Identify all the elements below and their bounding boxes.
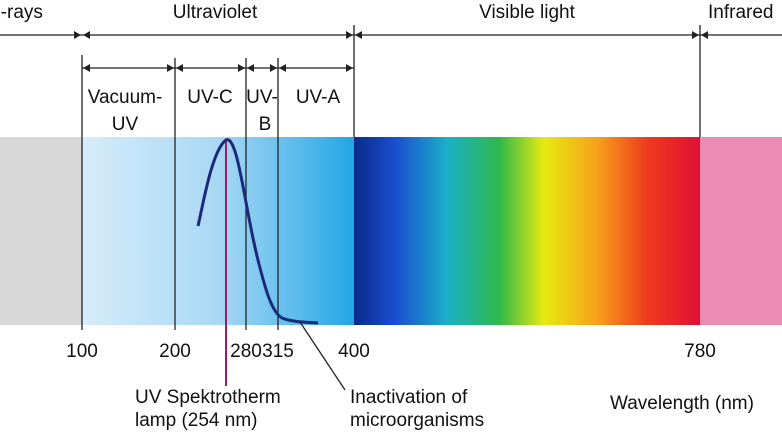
arrowhead: [247, 64, 254, 72]
uv-band-label: UV-C: [187, 87, 232, 108]
inactivation-label: microorganisms: [350, 410, 484, 431]
region-label: X-rays: [0, 2, 43, 23]
arrowhead: [279, 64, 286, 72]
lamp-label: UV Spektrotherm: [135, 387, 281, 408]
arrowhead: [701, 31, 708, 39]
tick-label: 315: [262, 341, 294, 362]
arrowhead: [346, 64, 353, 72]
arrowhead: [83, 64, 90, 72]
uv-band: [82, 137, 354, 325]
arrowhead: [270, 64, 277, 72]
arrowhead: [238, 64, 245, 72]
arrowhead: [692, 31, 699, 39]
tick-label: 400: [338, 341, 370, 362]
visible-band: [354, 137, 700, 325]
uv-band-label: UV-A: [296, 87, 341, 108]
xray-band: [0, 137, 82, 325]
uv-band-label: Vacuum-: [88, 87, 163, 108]
uv-band-label: UV-: [246, 87, 278, 108]
arrowhead: [355, 31, 362, 39]
axis-label: Wavelength (nm): [610, 393, 754, 414]
lamp-label: lamp (254 nm): [135, 410, 258, 431]
uv-band-label: B: [259, 114, 272, 135]
region-label: Infrared: [708, 2, 773, 23]
arrowhead: [346, 31, 353, 39]
arrowhead: [83, 31, 90, 39]
arrowhead: [176, 64, 183, 72]
tick-label: 200: [159, 341, 191, 362]
inactivation-label: Inactivation of: [350, 387, 468, 408]
arrowhead: [74, 31, 81, 39]
pointer-line: [299, 321, 346, 391]
infrared-band: [700, 137, 782, 325]
lamp-curve: [196, 138, 319, 325]
region-label: Visible light: [479, 2, 575, 23]
tick-label: 780: [684, 341, 716, 362]
tick-label: 280: [230, 341, 262, 362]
uv-band-label: UV: [112, 114, 139, 135]
arrowhead: [167, 64, 174, 72]
tick-label: 100: [66, 341, 98, 362]
region-label: Ultraviolet: [173, 2, 258, 23]
